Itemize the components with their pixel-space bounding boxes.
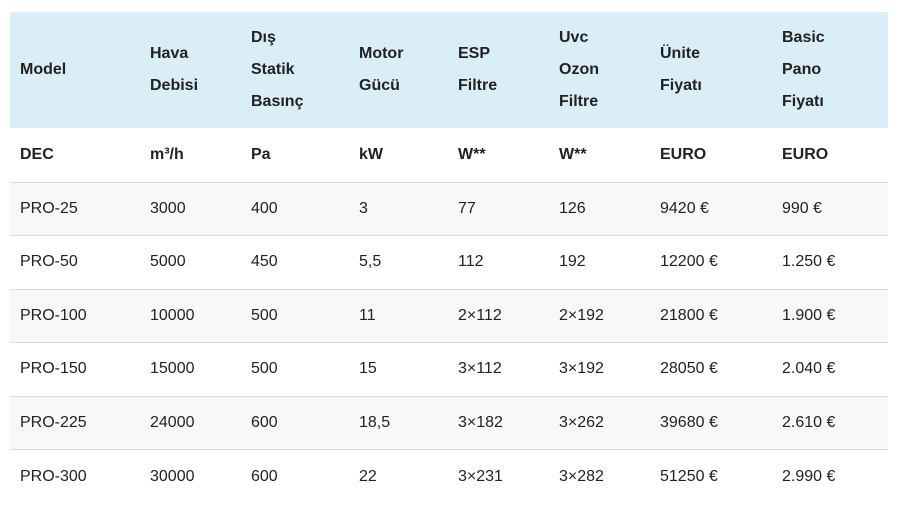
data-cell: 1.250 € bbox=[782, 253, 836, 271]
unit-cell: kW bbox=[359, 145, 383, 163]
header-line: Filtre bbox=[458, 77, 498, 94]
header-line: Basic bbox=[782, 29, 825, 46]
data-cell: 77 bbox=[458, 199, 476, 217]
data-cell: 15000 bbox=[150, 360, 195, 378]
data-cell: 22 bbox=[359, 467, 377, 485]
data-cell: 3000 bbox=[150, 199, 186, 217]
data-cell: 600 bbox=[251, 467, 278, 485]
unit-cell: m³/h bbox=[150, 145, 184, 163]
data-cell: 500 bbox=[251, 360, 278, 378]
unit-cell: DEC bbox=[20, 145, 54, 163]
data-cell: 10000 bbox=[150, 306, 195, 324]
data-row: PRO-25 3000 400 3 77 126 9420 € 990 € bbox=[10, 182, 888, 236]
data-cell: 11 bbox=[359, 306, 376, 324]
spec-table: Model Hava Debisi Dış Statik Basınç Motor Gücü E… bbox=[10, 12, 888, 503]
unit-cell: W** bbox=[458, 145, 486, 163]
data-cell: 500 bbox=[251, 306, 278, 324]
header-line: Gücü bbox=[359, 77, 400, 94]
header-cell: Ünite Fiyatı bbox=[650, 12, 772, 128]
data-cell: 15 bbox=[359, 360, 377, 378]
data-cell: 3 bbox=[359, 199, 368, 217]
data-cell: 18,5 bbox=[359, 413, 391, 431]
data-cell: 2.040 € bbox=[782, 360, 836, 378]
data-cell: 28050 € bbox=[660, 360, 718, 378]
unit-cell: EURO bbox=[660, 145, 707, 163]
header-cell: Uvc Ozon Filtre bbox=[549, 12, 650, 128]
data-cell: PRO-50 bbox=[20, 253, 78, 271]
header-cell: ESP Filtre bbox=[448, 12, 549, 128]
data-cell: 51250 € bbox=[660, 467, 718, 485]
data-cell: 2.610 € bbox=[782, 413, 836, 431]
header-line: Uvc bbox=[559, 29, 589, 46]
header-cell: Dış Statik Basınç bbox=[241, 12, 349, 128]
data-cell: 112 bbox=[458, 253, 484, 271]
data-cell: 21800 € bbox=[660, 306, 718, 324]
header-line: Ozon bbox=[559, 61, 599, 78]
data-cell: PRO-150 bbox=[20, 360, 87, 378]
data-cell: 450 bbox=[251, 253, 278, 271]
header-line: Motor bbox=[359, 45, 404, 62]
data-cell: 3×262 bbox=[559, 413, 604, 431]
header-line: Dış bbox=[251, 29, 276, 46]
data-cell: 3×231 bbox=[458, 467, 503, 485]
data-cell: 5,5 bbox=[359, 253, 382, 271]
header-line: Pano bbox=[782, 61, 822, 78]
data-cell: 3×182 bbox=[458, 413, 503, 431]
data-cell: 2.990 € bbox=[782, 467, 836, 485]
unit-cell: EURO bbox=[782, 145, 829, 163]
header-line: Model bbox=[20, 61, 67, 78]
data-cell: 2×192 bbox=[559, 306, 604, 324]
header-line: Filtre bbox=[559, 93, 599, 110]
data-cell: 3×192 bbox=[559, 360, 604, 378]
data-cell: 39680 € bbox=[660, 413, 718, 431]
header-line: Hava bbox=[150, 45, 189, 62]
data-cell: 9420 € bbox=[660, 199, 709, 217]
data-row: PRO-225 24000 600 18,5 3×182 3×262 39680 € 2.61… bbox=[10, 396, 888, 450]
data-cell: 24000 bbox=[150, 413, 195, 431]
header-line: Basınç bbox=[251, 93, 304, 110]
data-cell: PRO-25 bbox=[20, 199, 78, 217]
data-cell: PRO-300 bbox=[20, 467, 87, 485]
data-cell: 12200 € bbox=[660, 253, 718, 271]
data-row: PRO-150 15000 500 15 3×112 3×192 28050 € 2.040 … bbox=[10, 342, 888, 396]
header-row: Model Hava Debisi Dış Statik Basınç Motor Gücü E… bbox=[10, 12, 888, 128]
data-cell: 1.900 € bbox=[782, 306, 836, 324]
data-row: PRO-300 30000 600 22 3×231 3×282 51250 € 2.990 … bbox=[10, 449, 888, 503]
header-cell: Hava Debisi bbox=[140, 12, 241, 128]
data-cell: 2×112 bbox=[458, 306, 502, 324]
data-cell: 126 bbox=[559, 199, 586, 217]
header-line: Ünite bbox=[660, 45, 700, 62]
data-cell: 400 bbox=[251, 199, 278, 217]
data-row: PRO-100 10000 500 11 2×112 2×192 21800 € 1.900 … bbox=[10, 289, 888, 343]
header-line: Fiyatı bbox=[782, 93, 824, 110]
data-row: PRO-50 5000 450 5,5 112 192 12200 € 1.250 € bbox=[10, 235, 888, 289]
data-cell: PRO-100 bbox=[20, 306, 87, 324]
data-cell: 3×112 bbox=[458, 360, 502, 378]
header-cell: Basic Pano Fiyatı bbox=[772, 12, 888, 128]
unit-cell: Pa bbox=[251, 145, 271, 163]
header-line: Debisi bbox=[150, 77, 199, 94]
data-cell: 5000 bbox=[150, 253, 186, 271]
header-line: Fiyatı bbox=[660, 77, 702, 94]
data-cell: PRO-225 bbox=[20, 413, 87, 431]
header-cell: Model bbox=[10, 12, 140, 128]
data-cell: 600 bbox=[251, 413, 278, 431]
data-cell: 192 bbox=[559, 253, 586, 271]
header-line: Statik bbox=[251, 61, 295, 78]
unit-cell: W** bbox=[559, 145, 587, 163]
data-cell: 30000 bbox=[150, 467, 195, 485]
header-cell: Motor Gücü bbox=[349, 12, 448, 128]
data-cell: 990 € bbox=[782, 199, 823, 217]
units-row: DEC m³/h Pa kW W** W** EURO EURO bbox=[10, 128, 888, 182]
header-line: ESP bbox=[458, 45, 491, 62]
data-cell: 3×282 bbox=[559, 467, 604, 485]
